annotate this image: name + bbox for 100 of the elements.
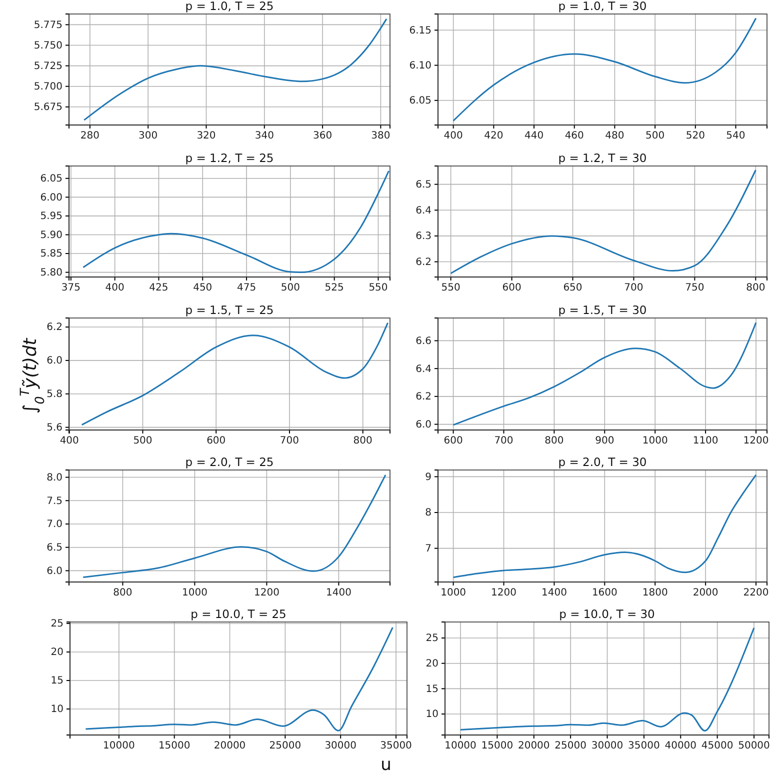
y-tick-label: 6.05 bbox=[409, 96, 432, 107]
x-tick-label: 380 bbox=[371, 130, 390, 142]
x-tick-label: 800 bbox=[353, 436, 372, 447]
y-tick-label: 8.0 bbox=[46, 472, 62, 484]
x-tick-label: 320 bbox=[196, 130, 216, 142]
y-tick-label: 6.2 bbox=[416, 256, 432, 268]
chart-title: p = 2.0, T = 25 bbox=[185, 455, 274, 469]
chart-title: p = 1.0, T = 30 bbox=[558, 0, 647, 13]
x-tick-label: 520 bbox=[686, 130, 705, 142]
y-tick-label: 8 bbox=[425, 508, 432, 519]
y-tick-label: 6.5 bbox=[416, 180, 432, 191]
y-tick-label: 6.05 bbox=[40, 174, 62, 185]
y-tick-label: 5.700 bbox=[34, 82, 62, 93]
y-tick-label: 15 bbox=[426, 684, 438, 695]
x-tick-label: 300 bbox=[138, 130, 158, 142]
y-tick-label: 6.3 bbox=[416, 231, 432, 242]
x-tick-label: 30000 bbox=[591, 740, 624, 752]
x-tick-label: 500 bbox=[646, 130, 665, 142]
y-tick-label: 6.0 bbox=[46, 356, 62, 367]
x-tick-label: 600 bbox=[444, 436, 463, 447]
x-tick-label: 1400 bbox=[326, 588, 352, 599]
x-tick-label: 1200 bbox=[491, 588, 516, 599]
x-tick-label: 600 bbox=[206, 436, 226, 447]
line-series bbox=[452, 322, 757, 426]
x-tick-label: 900 bbox=[595, 436, 614, 447]
x-tick-label: 475 bbox=[236, 282, 256, 294]
x-tick-label: 45000 bbox=[701, 740, 734, 752]
y-tick-label: 5.80 bbox=[40, 268, 62, 279]
x-tick-label: 2200 bbox=[743, 588, 769, 599]
x-tick-label: 800 bbox=[746, 282, 766, 294]
x-tick-label: 500 bbox=[280, 282, 300, 294]
x-tick-label: 400 bbox=[60, 436, 79, 447]
x-tick-label: 400 bbox=[444, 130, 463, 142]
x-tick-label: 700 bbox=[280, 436, 300, 447]
chart-title: p = 1.2, T = 30 bbox=[558, 151, 647, 165]
x-tick-label: 650 bbox=[563, 282, 582, 294]
x-tick-label: 800 bbox=[113, 588, 132, 599]
y-tick-label: 6.2 bbox=[416, 392, 432, 403]
y-tick-label: 7.5 bbox=[46, 496, 62, 507]
x-tick-label: 425 bbox=[149, 282, 168, 294]
y-tick-label: 5.85 bbox=[40, 248, 62, 260]
y-tick-label: 5.90 bbox=[40, 230, 62, 241]
y-tick-label: 5.725 bbox=[34, 61, 62, 72]
line-series bbox=[460, 627, 755, 732]
x-tick-label: 1600 bbox=[592, 588, 618, 599]
x-tick-label: 340 bbox=[254, 130, 274, 142]
x-tick-label: 1200 bbox=[254, 588, 280, 599]
y-tick-label: 6.6 bbox=[416, 336, 432, 347]
x-tick-label: 460 bbox=[564, 130, 584, 142]
x-tick-label: 40000 bbox=[664, 740, 697, 752]
line-series bbox=[450, 169, 756, 274]
y-tick-label: 6.5 bbox=[46, 542, 62, 554]
x-tick-label: 15000 bbox=[158, 740, 190, 752]
y-tick-label: 9 bbox=[425, 472, 432, 483]
chart-title: p = 1.5, T = 30 bbox=[558, 303, 647, 317]
y-tick-label: 6.00 bbox=[40, 192, 62, 204]
y-tick-label: 15 bbox=[50, 676, 64, 687]
chart-title: p = 1.2, T = 25 bbox=[185, 151, 274, 165]
x-tick-label: 1000 bbox=[182, 588, 208, 599]
x-tick-label: 440 bbox=[524, 130, 544, 142]
y-tick-label: 10 bbox=[50, 704, 64, 716]
x-tick-label: 700 bbox=[494, 436, 514, 447]
y-tick-label: 6.15 bbox=[409, 25, 432, 36]
x-tick-label: 1200 bbox=[743, 436, 769, 447]
line-series bbox=[452, 474, 757, 578]
x-tick-label: 35000 bbox=[380, 740, 412, 752]
y-tick-label: 5.750 bbox=[34, 40, 62, 52]
y-tick-label: 6.0 bbox=[46, 566, 62, 577]
x-tick-label: 10000 bbox=[103, 740, 135, 752]
x-tick-label: 700 bbox=[624, 282, 644, 294]
x-tick-label: 35000 bbox=[628, 740, 660, 752]
x-tick-label: 1000 bbox=[642, 436, 668, 447]
line-series bbox=[82, 474, 386, 578]
x-tick-label: 450 bbox=[193, 282, 212, 294]
line-series bbox=[84, 626, 394, 732]
line-series bbox=[452, 17, 757, 122]
x-tick-label: 750 bbox=[685, 282, 704, 294]
x-tick-label: 2000 bbox=[692, 588, 718, 599]
x-tick-label: 500 bbox=[133, 436, 152, 447]
y-tick-label: 25 bbox=[426, 633, 438, 644]
y-tick-label: 25 bbox=[50, 618, 64, 630]
y-tick-label: 20 bbox=[426, 658, 438, 670]
x-tick-label: 1400 bbox=[541, 588, 567, 599]
x-tick-label: 540 bbox=[726, 130, 746, 142]
y-tick-label: 6.2 bbox=[46, 322, 62, 334]
chart-title: p = 10.0, T = 25 bbox=[190, 607, 286, 621]
x-tick-label: 375 bbox=[61, 282, 80, 294]
y-tick-label: 5.675 bbox=[34, 102, 62, 114]
x-tick-label: 50000 bbox=[738, 740, 770, 752]
y-tick-label: 7.0 bbox=[46, 519, 62, 530]
x-tick-label: 1800 bbox=[642, 588, 668, 599]
x-tick-label: 480 bbox=[605, 130, 624, 142]
x-tick-label: 800 bbox=[544, 436, 564, 447]
chart-title: p = 2.0, T = 30 bbox=[558, 455, 647, 469]
x-tick-label: 400 bbox=[105, 282, 124, 294]
x-tick-label: 550 bbox=[368, 282, 388, 294]
x-tick-label: 25000 bbox=[269, 740, 302, 752]
x-tick-label: 1000 bbox=[440, 588, 466, 599]
y-tick-label: 7 bbox=[425, 544, 432, 555]
x-tick-label: 25000 bbox=[554, 740, 586, 752]
